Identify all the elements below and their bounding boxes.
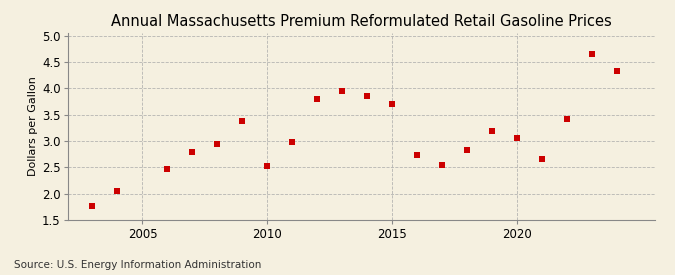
- Point: [187, 150, 198, 154]
- Point: [162, 167, 173, 171]
- Point: [312, 97, 323, 101]
- Point: [237, 119, 248, 123]
- Point: [337, 89, 348, 93]
- Title: Annual Massachusetts Premium Reformulated Retail Gasoline Prices: Annual Massachusetts Premium Reformulate…: [111, 14, 612, 29]
- Point: [412, 152, 423, 157]
- Point: [437, 163, 448, 167]
- Text: Source: U.S. Energy Information Administration: Source: U.S. Energy Information Administ…: [14, 260, 261, 270]
- Point: [387, 102, 398, 106]
- Point: [537, 157, 547, 161]
- Point: [612, 69, 622, 73]
- Point: [462, 148, 472, 152]
- Point: [362, 94, 373, 98]
- Point: [112, 189, 123, 193]
- Point: [487, 129, 497, 133]
- Y-axis label: Dollars per Gallon: Dollars per Gallon: [28, 76, 38, 177]
- Point: [562, 117, 572, 121]
- Point: [587, 51, 597, 56]
- Point: [262, 164, 273, 168]
- Point: [212, 141, 223, 146]
- Point: [287, 140, 298, 144]
- Point: [87, 204, 98, 208]
- Point: [512, 136, 522, 141]
